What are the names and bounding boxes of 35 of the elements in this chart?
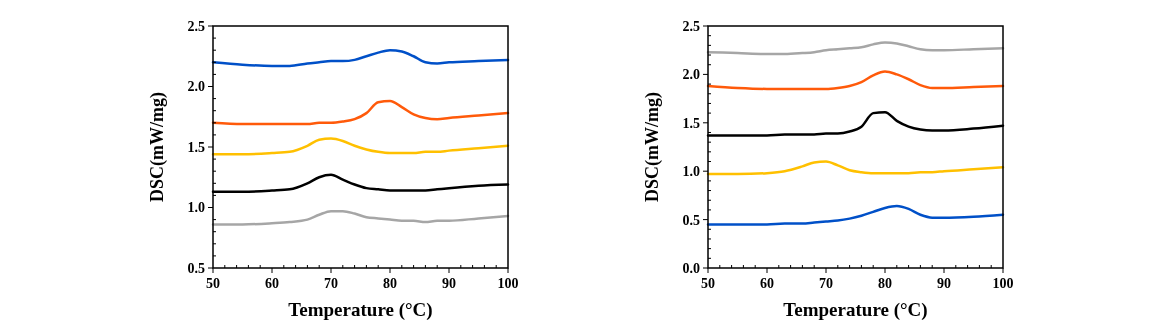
x-tick-label: 80 xyxy=(878,276,892,291)
y-tick-label: 0.0 xyxy=(682,260,700,276)
line-series xyxy=(211,99,510,126)
x-axis-title: Temperature (°C) xyxy=(783,299,928,321)
y-tick-label: 2.0 xyxy=(187,79,205,95)
line-series xyxy=(706,160,1005,176)
y-tick-label: 1.0 xyxy=(187,200,205,216)
y-tick-label: 0.5 xyxy=(187,260,205,276)
y-axis-title: DSC(mW/mg) xyxy=(147,92,168,202)
line-series xyxy=(211,137,510,156)
x-tick-label: 90 xyxy=(937,276,951,291)
line-series xyxy=(706,41,1005,56)
line-series xyxy=(211,209,510,226)
line-series xyxy=(706,70,1005,91)
line-series xyxy=(211,48,510,68)
x-tick-label: 70 xyxy=(324,276,338,291)
line-series xyxy=(706,204,1005,226)
x-tick-label: 50 xyxy=(206,276,220,291)
x-tick-label: 60 xyxy=(760,276,774,291)
x-tick-label: 100 xyxy=(497,276,519,291)
y-tick-label: 0.5 xyxy=(682,212,700,228)
x-tick-label: 90 xyxy=(442,276,456,291)
y-tick-label: 2.5 xyxy=(187,18,205,34)
y-tick-label: 1.0 xyxy=(682,164,700,180)
x-tick-label: 100 xyxy=(992,276,1014,291)
y-axis-title: DSC(mW/mg) xyxy=(642,92,663,202)
x-tick-label: 80 xyxy=(383,276,397,291)
x-axis-title: Temperature (°C) xyxy=(288,299,433,321)
x-tick-label: 60 xyxy=(265,276,279,291)
x-tick-label: 70 xyxy=(819,276,833,291)
y-tick-label: 1.5 xyxy=(682,115,700,131)
y-tick-label: 2.0 xyxy=(682,67,700,83)
y-tick-label: 1.5 xyxy=(187,139,205,155)
y-tick-label: 2.5 xyxy=(682,18,700,34)
x-tick-label: 50 xyxy=(701,276,715,291)
